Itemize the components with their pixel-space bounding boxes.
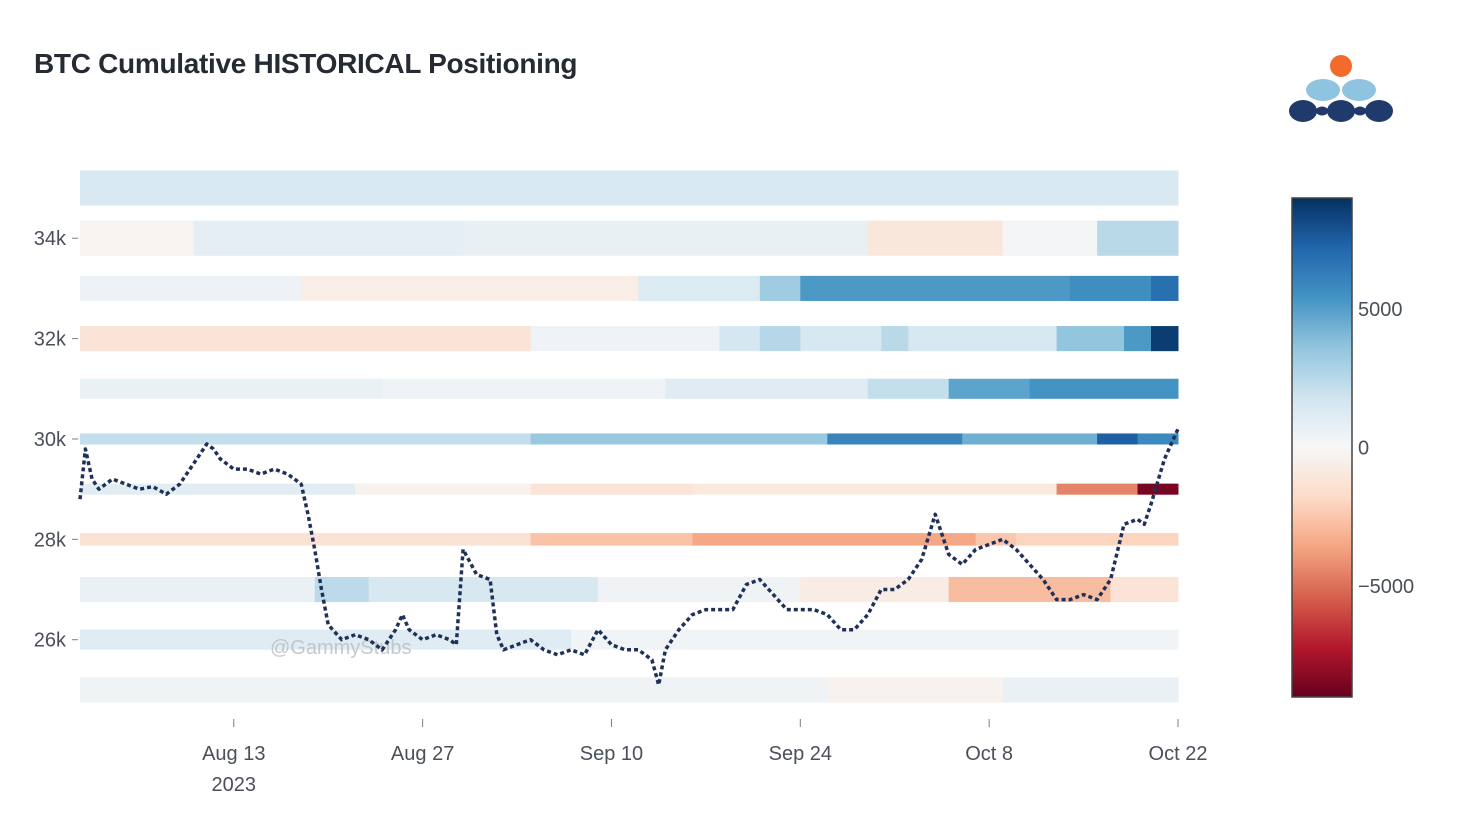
heatmap-cell-3-5 [881, 326, 909, 352]
heatmap-cell-1-0 [80, 220, 194, 256]
heatmap-cell-8-6 [1110, 576, 1179, 603]
heatmap-cell-5-2 [827, 433, 963, 445]
chart-title: BTC Cumulative HISTORICAL Positioning [34, 48, 578, 79]
heatmap-cell-3-2 [719, 326, 761, 352]
heatmap-cell-7-1 [530, 533, 693, 546]
y-axis: 26k 28k 30k 32k 34k [34, 228, 78, 652]
heatmap-cell-4-3 [867, 378, 950, 399]
heatmap-cell-2-4 [800, 275, 1071, 301]
heatmap-cell-1-5 [1097, 220, 1179, 256]
colorbar-gradient [1291, 197, 1353, 698]
heatmap-cell-6-2 [530, 483, 693, 495]
heatmap-cell-6-3 [692, 483, 1058, 495]
heatmap-cell-3-3 [759, 326, 801, 352]
heatmap-cell-5-3 [962, 433, 1098, 445]
heatmap-cell-8-5 [948, 576, 1112, 603]
heatmap-cell-2-5 [1070, 275, 1152, 301]
heatmap-cell-9-1 [570, 629, 801, 650]
heatmap-cell-8-2 [368, 576, 599, 603]
heatmap-cell-1-4 [1002, 220, 1098, 256]
heatmap-bands [80, 170, 1179, 703]
x-tick-label-4: Oct 8 [965, 743, 1013, 765]
y-tick-label-1: 28k [34, 529, 67, 551]
heatmap-cell-10-0 [80, 677, 828, 703]
heatmap-cell-4-2 [665, 378, 869, 399]
heatmap-cell-3-4 [800, 326, 882, 352]
colorbar-tick-label-0: 5000 [1358, 299, 1403, 321]
heatmap-cell-2-2 [638, 275, 761, 301]
heatmap-cell-3-6 [908, 326, 1058, 352]
heatmap-cell-8-1 [314, 576, 370, 603]
x-tick-label-1: Aug 27 [391, 743, 454, 765]
heatmap-cell-6-5 [1137, 483, 1179, 495]
x-tick-label-0: Aug 13 [202, 743, 265, 765]
heatmap-cell-4-1 [382, 378, 666, 399]
heatmap-cell-4-4 [948, 378, 1031, 399]
heatmap-cell-7-3 [975, 533, 1017, 546]
x-tick-label-2: Sep 10 [580, 743, 643, 765]
heatmap-cell-10-1 [827, 677, 1004, 703]
heatmap-cell-1-1 [193, 220, 464, 256]
heatmap-cell-2-1 [301, 275, 639, 301]
heatmap-cell-8-0 [80, 576, 316, 603]
heatmap-cell-1-3 [867, 220, 1004, 256]
heatmap-cell-5-0 [80, 433, 532, 445]
heatmap-cell-6-0 [80, 483, 356, 495]
brand-logo-icon [1289, 55, 1393, 122]
heatmap-cell-3-8 [1124, 326, 1152, 352]
heatmap-cell-3-7 [1056, 326, 1125, 352]
heatmap-cell-3-9 [1151, 326, 1179, 352]
heatmap-cell-5-4 [1097, 433, 1139, 445]
heatmap-cell-2-6 [1151, 275, 1179, 301]
heatmap-cell-3-1 [530, 326, 720, 352]
y-tick-label-4: 34k [34, 228, 67, 250]
heatmap-cell-7-2 [692, 533, 977, 546]
heatmap-cell-8-3 [597, 576, 801, 603]
heatmap-cell-4-5 [1029, 378, 1179, 399]
x-tick-label-5: Oct 22 [1149, 743, 1208, 765]
heatmap-cell-10-2 [1002, 677, 1179, 703]
heatmap-cell-4-0 [80, 378, 383, 399]
y-tick-label-0: 26k [34, 630, 67, 652]
x-axis: Aug 13 2023 Aug 27 Sep 10 Sep 24 Oct 8 Oct 22 [202, 719, 1207, 796]
heatmap-cell-9-0 [80, 629, 572, 650]
x-tick-year-label: 2023 [212, 774, 257, 796]
colorbar-tick-label-2: −5000 [1358, 576, 1414, 598]
heatmap-cell-6-4 [1056, 483, 1139, 495]
x-tick-label-3: Sep 24 [769, 743, 832, 765]
y-tick-label-2: 30k [34, 429, 67, 451]
watermark-text: @GammyStubs [270, 637, 411, 659]
heatmap-cell-5-5 [1137, 433, 1179, 445]
heatmap-cell-1-2 [463, 220, 869, 256]
heatmap-cell-5-1 [530, 433, 828, 445]
heatmap-cell-3-0 [80, 326, 532, 352]
colorbar-tick-label-1: 0 [1358, 438, 1369, 460]
heatmap-cell-6-1 [355, 483, 532, 495]
heatmap-cell-7-4 [1016, 533, 1179, 546]
y-tick-label-3: 32k [34, 329, 67, 351]
heatmap-cell-9-2 [800, 629, 1112, 650]
heatmap-cell-7-0 [80, 533, 532, 546]
heatmap-cell-2-3 [759, 275, 801, 301]
colorbar: 5000 0 −5000 [1291, 197, 1414, 698]
btc-price-line [78, 428, 1180, 687]
heatmap-cell-0-0 [80, 170, 1179, 206]
heatmap-cell-9-3 [1110, 629, 1179, 650]
heatmap-cell-2-0 [80, 275, 302, 301]
